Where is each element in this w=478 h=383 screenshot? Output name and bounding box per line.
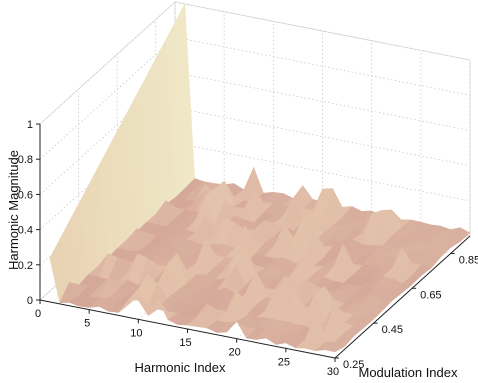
z-tick-label: 0.2 xyxy=(18,260,33,272)
y-tick-label: 0.85 xyxy=(459,254,478,266)
x-axis-label: Harmonic Index xyxy=(134,360,226,375)
y-axis-label: Modulation Index xyxy=(358,365,458,380)
x-tick-label: 15 xyxy=(179,337,191,349)
z-tick-label: 0 xyxy=(27,295,33,307)
z-tick-label: 0.4 xyxy=(18,225,33,237)
z-tick-label: 0.8 xyxy=(18,154,33,166)
wall-edge xyxy=(39,1,176,125)
z-tick-label: 0.6 xyxy=(18,189,33,201)
y-tick-label: 0.45 xyxy=(382,324,403,336)
x-tick-label: 0 xyxy=(35,308,41,320)
y-tick-label: 0.25 xyxy=(343,359,364,371)
surface-patch xyxy=(324,341,346,353)
axes-layer: 0 5 10 15 20 25 30 0.25 0.45 0.65 0.85 0 0.2 0.4 0.6 0.… xyxy=(18,119,478,378)
z-axis-label: Harmonic Magnitude xyxy=(6,150,21,270)
z-grid-line xyxy=(174,107,471,166)
y-tick-label: 0.65 xyxy=(420,289,441,301)
x-tick-label: 30 xyxy=(327,366,339,378)
x-tick-label: 20 xyxy=(229,347,241,359)
x-tick-label: 25 xyxy=(278,356,290,368)
z-tick-label: 1 xyxy=(27,119,33,131)
wall-edge xyxy=(174,1,471,61)
y-axis-line xyxy=(334,235,471,359)
x-tick-label: 10 xyxy=(130,327,142,339)
x-tick-label: 5 xyxy=(84,318,90,330)
surface-layer xyxy=(49,2,471,353)
